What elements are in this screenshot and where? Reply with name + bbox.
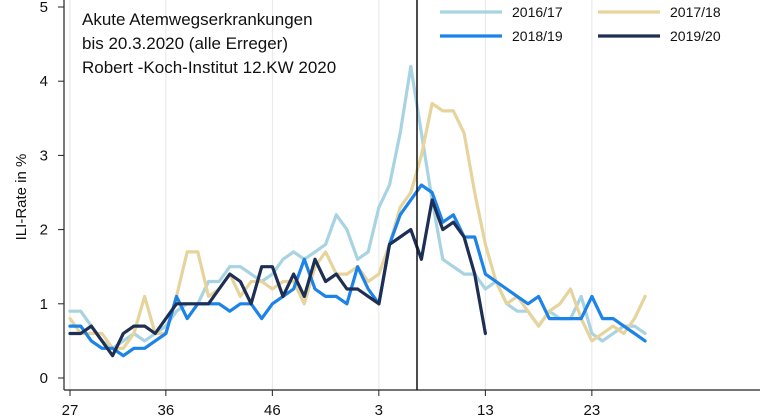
axes-layer bbox=[63, 0, 760, 391]
y-tick-label: 5 bbox=[40, 0, 48, 16]
y-tick-label: 3 bbox=[40, 147, 48, 164]
y-axis-title: ILI-Rate in % bbox=[13, 154, 30, 241]
series-line-2017-18 bbox=[68, 101, 647, 350]
y-tick-label: 2 bbox=[40, 222, 48, 239]
legend-label: 2016/17 bbox=[512, 4, 563, 20]
annotation-line: Akute Atemwegserkrankungen bbox=[82, 10, 313, 29]
y-tick-label: 1 bbox=[40, 296, 48, 313]
x-tick-label: 13 bbox=[477, 402, 494, 419]
annotation-line: bis 20.3.2020 (alle Erreger) bbox=[82, 34, 288, 53]
annotation-block: Akute Atemwegserkrankungen bis 20.3.2020 … bbox=[82, 10, 336, 77]
y-tick-label: 0 bbox=[40, 370, 48, 387]
annotation-line: Robert -Koch-Institut 12.KW 2020 bbox=[82, 58, 336, 77]
x-tick-label: 23 bbox=[584, 402, 601, 419]
legend: 2016/17 2017/18 2018/19 2019/20 bbox=[440, 4, 721, 44]
x-tick-label: 46 bbox=[264, 402, 281, 419]
y-tick-label: 4 bbox=[40, 73, 48, 90]
legend-label: 2018/19 bbox=[512, 28, 563, 44]
legend-label: 2019/20 bbox=[670, 28, 721, 44]
legend-label: 2017/18 bbox=[670, 4, 721, 20]
x-tick-label: 36 bbox=[158, 402, 175, 419]
x-tick-label: 27 bbox=[62, 402, 79, 419]
series-line-2019-20 bbox=[68, 198, 487, 358]
x-tick-label: 3 bbox=[375, 402, 383, 419]
series-line-2018-19 bbox=[68, 183, 647, 358]
series-layer bbox=[68, 64, 647, 358]
